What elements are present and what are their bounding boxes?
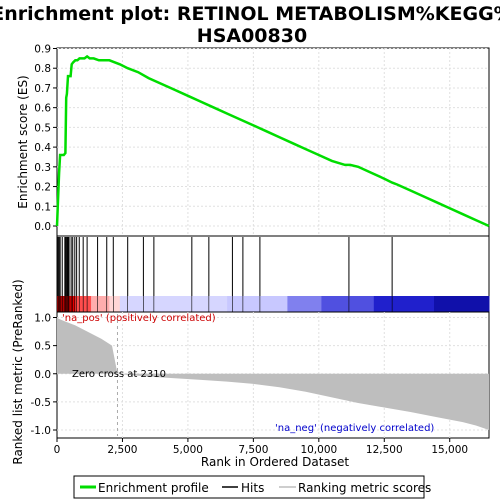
x-tick-label: 0 (54, 444, 61, 456)
es-y-tick-label: 0.4 (34, 142, 51, 154)
heatmap-band-segment (374, 296, 435, 312)
metric-y-tick-label: 0.5 (34, 341, 51, 353)
x-tick-label: 5,000 (173, 444, 203, 456)
legend-hits-label: Hits (241, 481, 264, 495)
heatmap-band-segment (434, 296, 489, 312)
es-y-tick-label: 0.7 (34, 83, 51, 95)
es-y-tick-label: 0.9 (34, 44, 51, 56)
chart-title-line2: HSA00830 (197, 25, 307, 47)
heatmap-band-segment (287, 296, 322, 312)
metric-x-ticks: 0 2,500 5,000 7,500 10,000 12,500 15,000 (54, 438, 468, 456)
neg-correlated-label: 'na_neg' (negatively correlated) (275, 423, 434, 434)
es-y-axis-label: Enrichment score (ES) (16, 75, 30, 208)
metric-y-tick-label: -1.0 (31, 425, 52, 437)
metric-y-tick-label: 0.0 (34, 369, 51, 381)
x-axis-label: Rank in Ordered Dataset (201, 455, 349, 469)
metric-y-tick-label: 1.0 (34, 313, 51, 325)
metric-y-axis-label: Ranked list metric (PreRanked) (11, 279, 25, 464)
legend-metric-label: Ranking metric scores (298, 481, 431, 495)
es-y-tick-label: 0.3 (34, 162, 51, 174)
metric-y-tick-label: -0.5 (31, 397, 52, 409)
legend: Enrichment profile Hits Ranking metric s… (74, 476, 431, 498)
ranking-heatmap-band (57, 296, 490, 312)
legend-enrichment-label: Enrichment profile (98, 481, 209, 495)
heatmap-band-segment (120, 296, 228, 312)
x-tick-label: 15,000 (431, 444, 468, 456)
metric-y-ticks: -1.0 -0.5 0.0 0.5 1.0 (31, 313, 58, 438)
chart-title-line1: Enrichment plot: RETINOL METABOLISM%KEGG… (0, 3, 500, 25)
es-panel: 0.0 0.1 0.2 0.3 0.4 0.5 0.6 0.7 0.8 0.9 Enrichmen… (16, 44, 489, 237)
es-y-tick-label: 0.5 (34, 122, 51, 134)
heatmap-band-segment (321, 296, 374, 312)
es-y-tick-label: 0.0 (34, 221, 51, 233)
x-tick-label: 2,500 (107, 444, 137, 456)
es-y-ticks: 0.0 0.1 0.2 0.3 0.4 0.5 0.6 0.7 0.8 0.9 (34, 44, 57, 234)
es-y-tick-label: 0.8 (34, 63, 51, 75)
heatmap-band-segment (109, 296, 120, 312)
es-panel-frame (57, 48, 489, 236)
heatmap-band-segment (227, 296, 288, 312)
es-y-tick-label: 0.6 (34, 103, 51, 115)
es-y-tick-label: 0.1 (34, 201, 51, 213)
zero-cross-label: Zero cross at 2310 (72, 369, 166, 380)
es-y-tick-label: 0.2 (34, 182, 51, 194)
x-tick-label: 12,500 (366, 444, 403, 456)
hits-panel (57, 236, 490, 312)
pos-correlated-label: 'na_pos' (positively correlated) (62, 313, 216, 324)
